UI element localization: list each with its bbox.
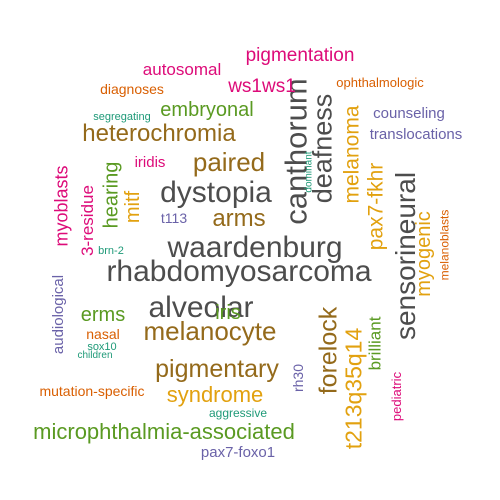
word-children: children bbox=[77, 350, 113, 361]
word-pediatric: pediatric bbox=[389, 371, 405, 421]
word-heterochromia: heterochromia bbox=[82, 120, 236, 147]
word-dystopia: dystopia bbox=[160, 176, 272, 209]
word-forelock: forelock bbox=[314, 306, 343, 394]
word-translocations: translocations bbox=[369, 125, 463, 143]
word-nasal: nasal bbox=[86, 326, 120, 342]
word-rhabdomyosarcoma: rhabdomyosarcoma bbox=[106, 255, 372, 288]
word-erms: erms bbox=[80, 304, 126, 326]
word-pigmentary: pigmentary bbox=[155, 354, 279, 383]
word-syndrome: syndrome bbox=[166, 382, 264, 407]
word-segregating: segregating bbox=[93, 110, 151, 123]
word-autosomal: autosomal bbox=[142, 59, 222, 79]
word-ws1ws1: ws1ws1 bbox=[228, 75, 296, 97]
word-brilliant: brilliant bbox=[365, 316, 385, 370]
word-pax7-foxo1: pax7-foxo1 bbox=[200, 443, 276, 461]
word-melanocyte: melanocyte bbox=[143, 316, 277, 346]
word-pigmentation: pigmentation bbox=[245, 44, 355, 66]
word-melanoblasts: melanoblasts bbox=[437, 209, 451, 281]
word-paired: paired bbox=[192, 147, 266, 177]
word-pax7-fkhr: pax7-fkhr bbox=[364, 162, 388, 250]
word-sox10: sox10 bbox=[87, 340, 117, 353]
word-aggressive: aggressive bbox=[208, 406, 268, 420]
word-diagnoses: diagnoses bbox=[100, 81, 164, 97]
word-audiological: audiological bbox=[50, 274, 68, 354]
word-ophthalmologic: ophthalmologic bbox=[336, 74, 424, 90]
word-3-residue: 3-residue bbox=[77, 184, 97, 256]
word-t113: t113 bbox=[160, 210, 188, 226]
word-embryonal: embryonal bbox=[160, 99, 254, 121]
word-t213q35q14: t213q35q14 bbox=[340, 327, 367, 449]
word-waardenburg: waardenburg bbox=[167, 231, 343, 264]
word-iris: iris bbox=[215, 302, 241, 324]
word-hearing: hearing bbox=[100, 161, 122, 229]
word-mitf: mitf bbox=[122, 190, 144, 224]
word-arms: arms bbox=[212, 205, 266, 232]
word-myogenic: myogenic bbox=[412, 211, 435, 297]
word-alveolar: alveolar bbox=[148, 291, 254, 324]
word-counseling: counseling bbox=[373, 104, 445, 122]
word-brn-2: brn-2 bbox=[98, 244, 124, 257]
word-myoblasts: myoblasts bbox=[52, 165, 72, 247]
word-rh30: rh30 bbox=[290, 363, 306, 393]
word-mutation-specific: mutation-specific bbox=[39, 383, 145, 399]
word-iridis: iridis bbox=[134, 153, 166, 171]
word-melanoma: melanoma bbox=[340, 104, 364, 204]
word-microphthalmia-associated: microphthalmia-associated bbox=[33, 419, 295, 444]
word-dominant: dominant bbox=[303, 151, 315, 193]
